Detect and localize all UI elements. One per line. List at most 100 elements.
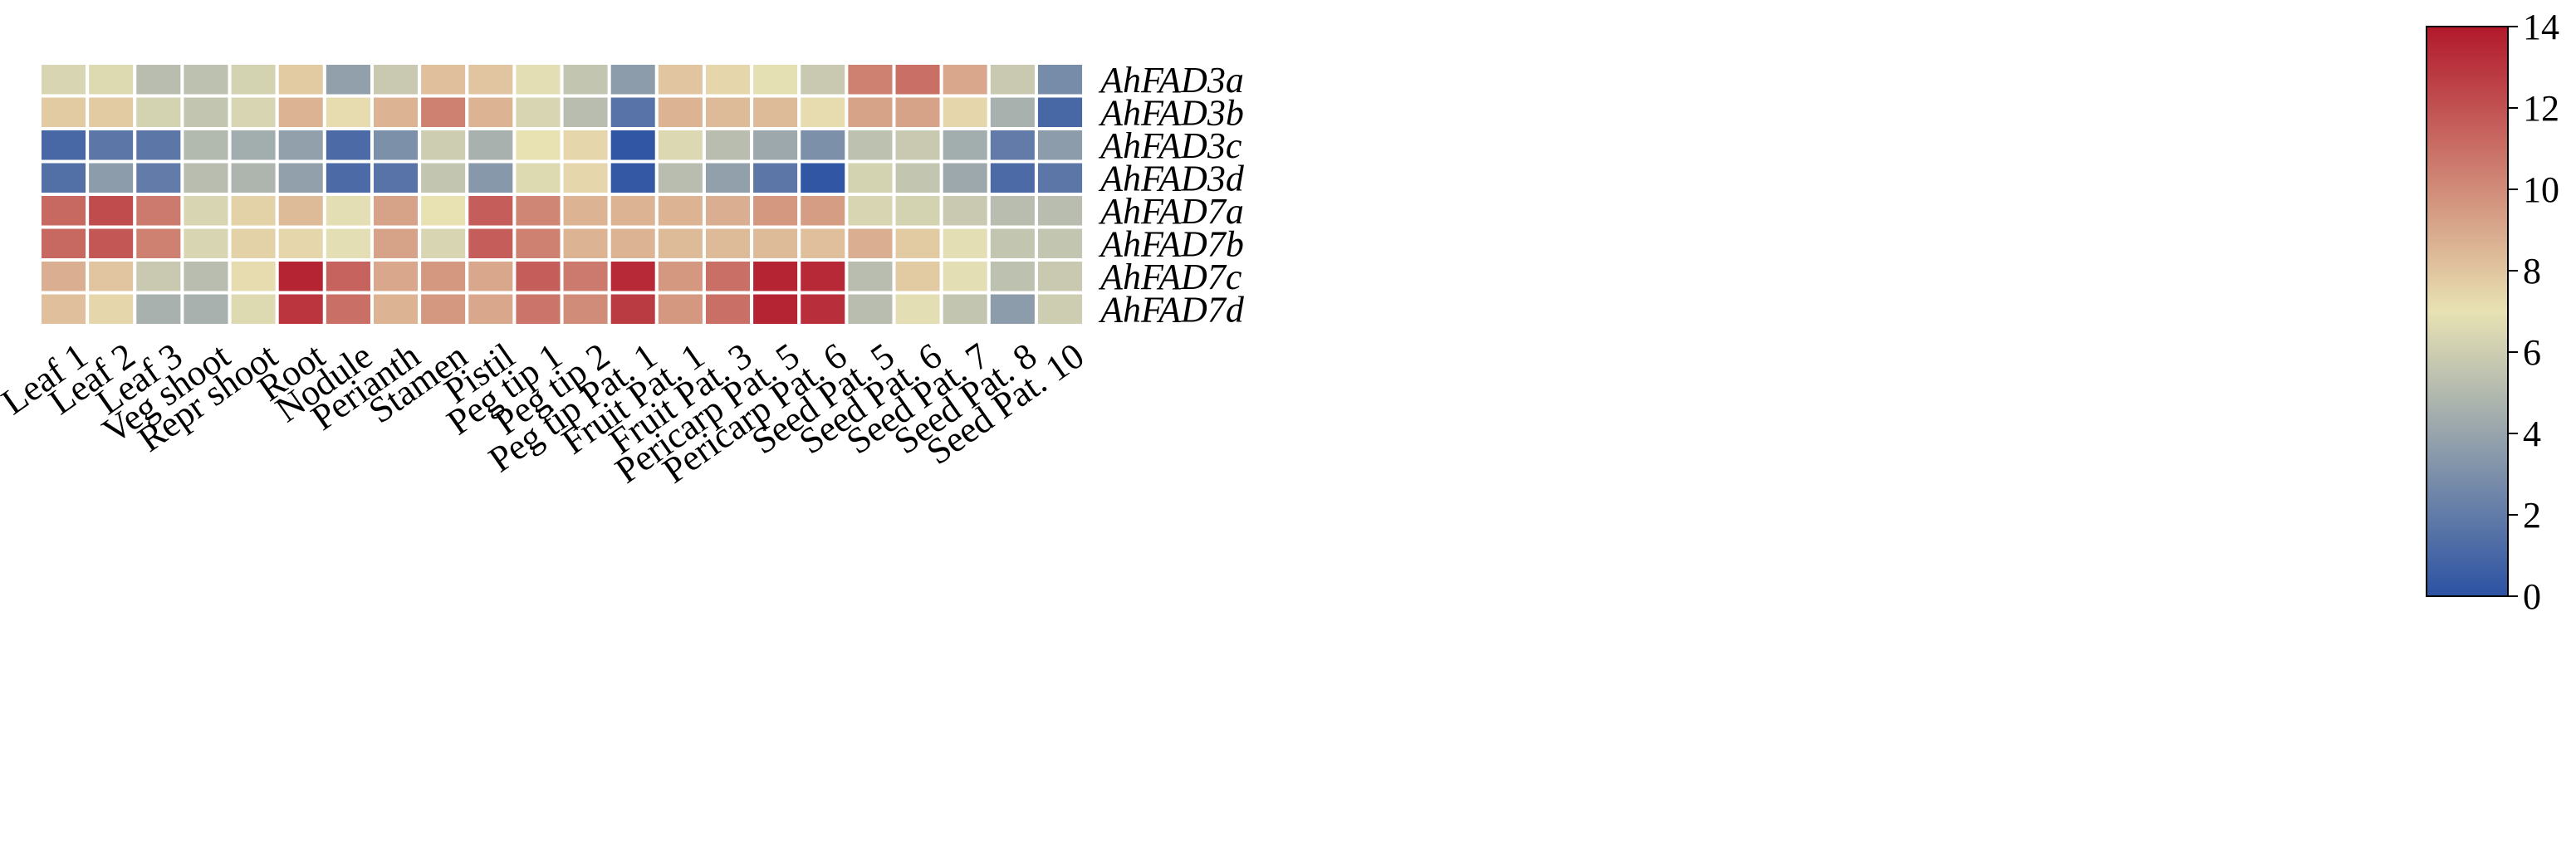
row-label: AhFAD3a [1098, 60, 1244, 100]
heatmap-cell [892, 61, 943, 98]
heatmap-cell [418, 258, 469, 295]
heatmap-cell [180, 193, 232, 229]
row-label: AhFAD3d [1098, 158, 1245, 198]
heatmap-cell [797, 127, 849, 164]
heatmap-cell [939, 193, 991, 229]
heatmap-cell [939, 225, 991, 262]
heatmap-cell [987, 159, 1038, 196]
heatmap-cell [702, 159, 754, 196]
heatmap-cell [322, 159, 374, 196]
row-label: AhFAD3b [1098, 92, 1244, 133]
heatmap-cell [892, 94, 943, 130]
heatmap-cell [1034, 258, 1086, 295]
heatmap-cell [845, 61, 896, 98]
heatmap-cell [322, 225, 374, 262]
heatmap-cell [275, 94, 326, 130]
heatmap-cell [180, 94, 232, 130]
heatmap-cell [465, 61, 517, 98]
heatmap-cell [607, 193, 659, 229]
heatmap-cell [560, 127, 611, 164]
heatmap-cell [180, 258, 232, 295]
heatmap-cell [702, 291, 754, 327]
heatmap-cell [133, 94, 184, 130]
heatmap-cell [512, 94, 564, 130]
heatmap-cell [370, 193, 422, 229]
heatmap-cell [654, 94, 706, 130]
heatmap-cell [654, 193, 706, 229]
heatmap-cell [370, 225, 422, 262]
heatmap-cell [275, 258, 326, 295]
row-label: AhFAD3c [1098, 125, 1242, 166]
colorbar: 0 2 4 6 8 10 12 14 [2426, 7, 2559, 617]
heatmap-cell [845, 94, 896, 130]
heatmap-cell [322, 193, 374, 229]
heatmap-cell [654, 225, 706, 262]
heatmap-cell [418, 159, 469, 196]
heatmap-cell [987, 258, 1038, 295]
heatmap-cell [86, 127, 137, 164]
heatmap-cell [1034, 127, 1086, 164]
heatmap-cell [845, 225, 896, 262]
heatmap-cell [987, 291, 1038, 327]
heatmap-cell [892, 159, 943, 196]
heatmap-cell [370, 94, 422, 130]
heatmap-cell [180, 159, 232, 196]
heatmap-cell [180, 61, 232, 98]
colorbar-tick-label: 0 [2523, 576, 2541, 617]
heatmap-cell [702, 193, 754, 229]
heatmap-cell [560, 225, 611, 262]
colorbar-tick-label: 8 [2523, 251, 2541, 291]
heatmap-cell [133, 127, 184, 164]
heatmap-cell [512, 159, 564, 196]
heatmap-cell [86, 258, 137, 295]
heatmap-cell [797, 193, 849, 229]
heatmap-cell [38, 193, 90, 229]
heatmap-cell [607, 225, 659, 262]
heatmap-cell [465, 225, 517, 262]
heatmap-cell [939, 127, 991, 164]
heatmap-cell [892, 291, 943, 327]
heatmap-cell [322, 258, 374, 295]
heatmap-cell [465, 127, 517, 164]
heatmap-cell [465, 258, 517, 295]
heatmap-cell [418, 61, 469, 98]
heatmap-cell [228, 94, 279, 130]
heatmap-cell [1034, 94, 1086, 130]
heatmap-cell [560, 61, 611, 98]
heatmap-cell [987, 61, 1038, 98]
heatmap-cell [987, 127, 1038, 164]
heatmap-cell [845, 127, 896, 164]
heatmap-cell [512, 291, 564, 327]
heatmap-cell [275, 291, 326, 327]
colorbar-tick-label: 2 [2523, 495, 2541, 536]
heatmap-cell [607, 258, 659, 295]
heatmap-cell [133, 225, 184, 262]
row-label: AhFAD7a [1098, 191, 1244, 232]
heatmap-cell [987, 225, 1038, 262]
heatmap-cell [750, 291, 801, 327]
heatmap-cell [465, 291, 517, 327]
colorbar-tick-label: 12 [2523, 88, 2559, 129]
colorbar-ticks: 0 2 4 6 8 10 12 14 [2508, 7, 2559, 617]
heatmap-cell [702, 258, 754, 295]
heatmap-cell [133, 193, 184, 229]
heatmap-cell [38, 225, 90, 262]
heatmap-cell [702, 94, 754, 130]
heatmap-cell [228, 159, 279, 196]
heatmap-cell [607, 61, 659, 98]
heatmap-cell [86, 193, 137, 229]
heatmap-cell [845, 291, 896, 327]
heatmap-cell [987, 193, 1038, 229]
heatmap-cell [275, 127, 326, 164]
row-labels: AhFAD3aAhFAD3bAhFAD3cAhFAD3dAhFAD7aAhFAD… [1098, 60, 1245, 330]
heatmap-cell [86, 225, 137, 262]
heatmap-cell [797, 291, 849, 327]
colorbar-tick-label: 14 [2523, 7, 2559, 47]
heatmap-cell [987, 94, 1038, 130]
heatmap-cell [228, 127, 279, 164]
heatmap-cell [322, 291, 374, 327]
heatmap-cell [845, 258, 896, 295]
heatmap-cell [38, 291, 90, 327]
heatmap-cell [228, 193, 279, 229]
colorbar-gradient [2426, 26, 2509, 597]
